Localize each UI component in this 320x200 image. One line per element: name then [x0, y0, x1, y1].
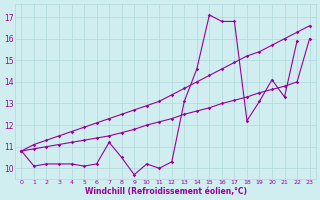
X-axis label: Windchill (Refroidissement éolien,°C): Windchill (Refroidissement éolien,°C)	[84, 187, 246, 196]
